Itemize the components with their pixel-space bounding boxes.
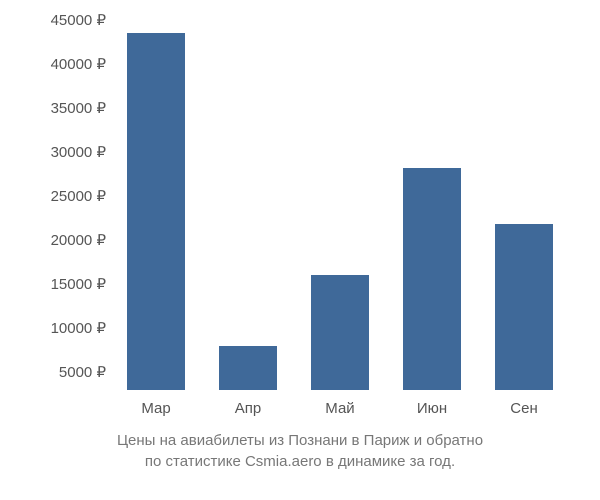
y-tick-label: 15000 ₽ [51,275,106,293]
y-tick-label: 40000 ₽ [51,55,106,73]
plot-area [110,20,570,390]
x-tick-label: Мар [141,400,170,417]
y-tick-label: 10000 ₽ [51,319,106,337]
bar [127,33,184,390]
x-tick-label: Июн [417,400,447,417]
bar [219,346,276,390]
y-tick-label: 5000 ₽ [59,363,106,381]
caption-line-1: Цены на авиабилеты из Познани в Париж и … [0,430,600,451]
y-tick-label: 30000 ₽ [51,143,106,161]
bar [403,168,460,390]
caption-line-2: по статистике Csmia.aero в динамике за г… [0,451,600,472]
x-tick-label: Май [325,400,354,417]
y-tick-label: 25000 ₽ [51,187,106,205]
bar [495,224,552,390]
x-tick-label: Апр [235,400,261,417]
x-tick-label: Сен [510,400,537,417]
y-tick-label: 45000 ₽ [51,11,106,29]
chart-caption: Цены на авиабилеты из Познани в Париж и … [0,430,600,472]
y-tick-label: 35000 ₽ [51,99,106,117]
price-chart: 5000 ₽ 10000 ₽ 15000 ₽ 20000 ₽ 25000 ₽ 30000 … [0,0,600,500]
bar [311,275,368,390]
y-tick-label: 20000 ₽ [51,231,106,249]
